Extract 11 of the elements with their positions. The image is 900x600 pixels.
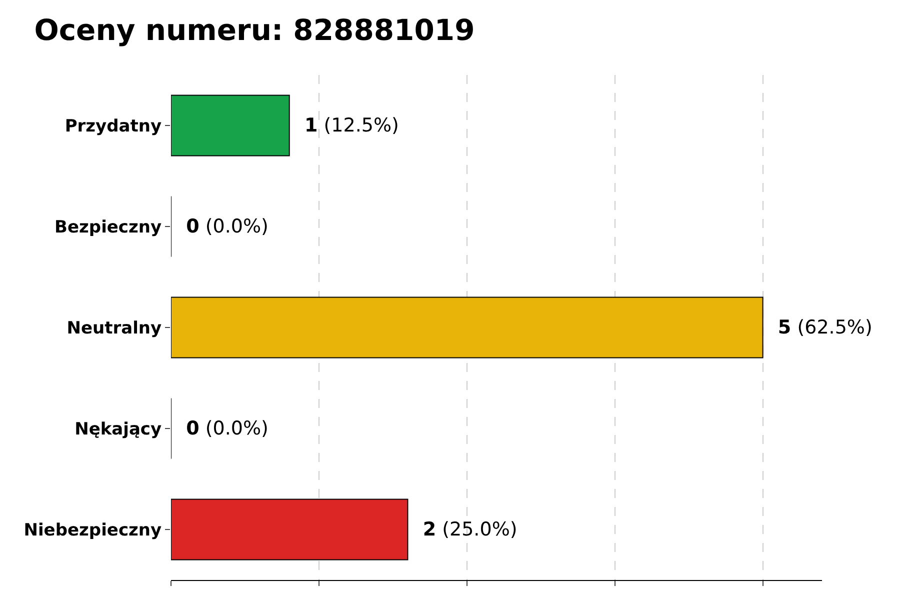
data-label: 0 (0.0%) <box>174 418 268 440</box>
data-label: 0 (0.0%) <box>174 216 268 238</box>
data-label: 5 (62.5%) <box>766 316 872 338</box>
y-tick-label: Nękający <box>74 419 162 440</box>
y-tick-label: Neutralny <box>66 318 162 338</box>
y-tick-label: Przydatny <box>64 116 162 136</box>
data-label: 2 (25.0%) <box>410 518 518 540</box>
y-tick-label: Bezpieczny <box>54 217 162 238</box>
y-tick-label: Niebezpieczny <box>24 520 162 540</box>
chart-title: Oceny numeru: 828881019 <box>34 13 475 48</box>
data-label: 1 (12.5%) <box>292 114 399 136</box>
